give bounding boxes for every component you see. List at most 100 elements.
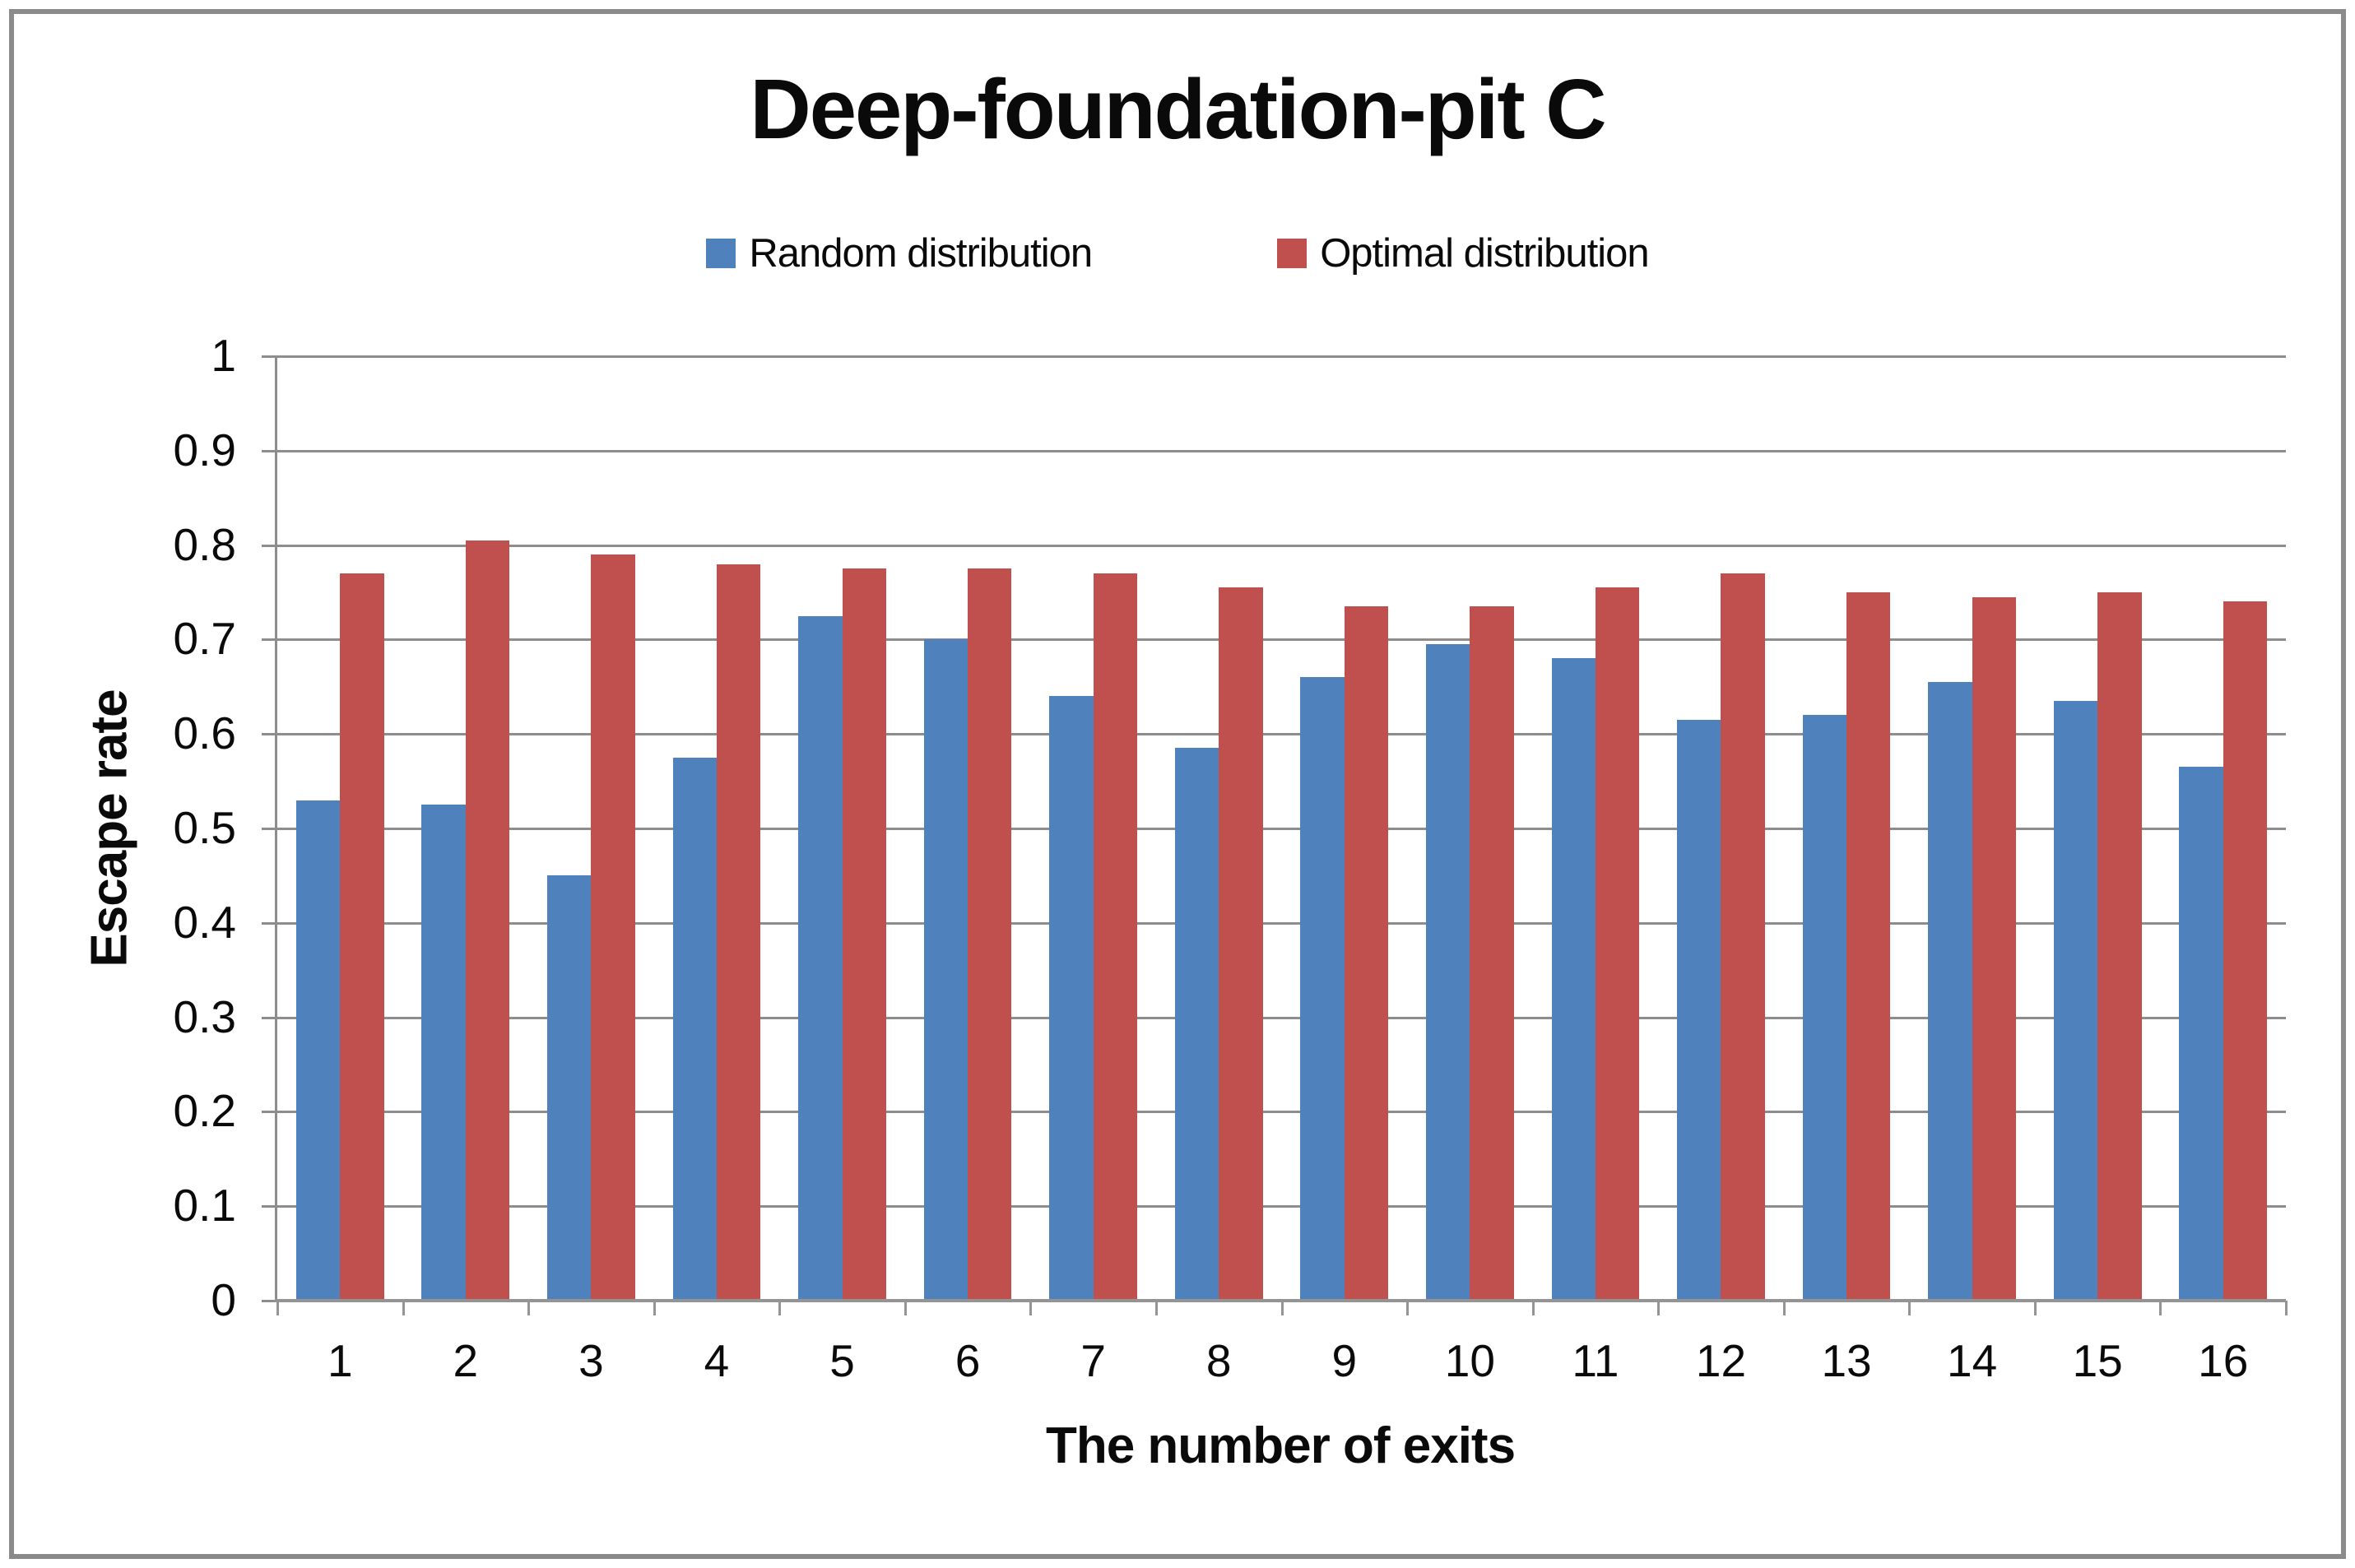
x-axis-tick	[1657, 1301, 1661, 1315]
bar-random-distribution	[2053, 701, 2098, 1301]
category-group	[905, 356, 1031, 1301]
category-group	[1282, 356, 1408, 1301]
category-group	[1407, 356, 1533, 1301]
y-axis-tick	[262, 1300, 277, 1302]
y-axis-tick-label: 0.2	[173, 1085, 236, 1137]
y-axis-tick-label: 0.1	[173, 1180, 236, 1232]
bar-optimal-distribution	[1721, 573, 1765, 1301]
category-group	[654, 356, 780, 1301]
x-axis-tick	[1908, 1301, 1911, 1315]
y-axis-tick-label: 0.9	[173, 424, 236, 476]
x-axis-tick	[1154, 1301, 1158, 1315]
category-group	[1658, 356, 1784, 1301]
gridline	[277, 921, 2286, 925]
x-axis-tick-label: 5	[829, 1335, 855, 1386]
x-axis-tick	[1531, 1301, 1535, 1315]
chart-title: Deep-foundation-pit C	[750, 62, 1606, 156]
bar-optimal-distribution	[1093, 573, 1138, 1301]
y-axis-tick-label: 0.3	[173, 990, 236, 1042]
gridline	[277, 828, 2286, 830]
x-axis-tick-label: 13	[1821, 1335, 1872, 1386]
gridline	[277, 544, 2286, 547]
y-axis-tick	[262, 1111, 277, 1114]
x-axis-tick-label: 3	[578, 1335, 604, 1386]
x-axis-line	[275, 1299, 2286, 1302]
legend-label-optimal: Optimal distribution	[1320, 231, 1649, 276]
x-axis-tick	[903, 1301, 907, 1315]
bar-random-distribution	[1300, 677, 1345, 1301]
bar-optimal-distribution	[1595, 587, 1640, 1301]
category-group	[2160, 356, 2286, 1301]
x-axis-tick-label: 2	[453, 1335, 479, 1386]
x-axis-tick	[276, 1301, 279, 1315]
x-axis-tick-label: 7	[1080, 1335, 1106, 1386]
gridline	[277, 1205, 2286, 1208]
bar-random-distribution	[1174, 748, 1219, 1301]
category-group	[1156, 356, 1282, 1301]
y-axis-tick-label: 0	[211, 1274, 236, 1325]
x-axis-tick	[2159, 1301, 2162, 1315]
bar-optimal-distribution	[2097, 592, 2142, 1301]
x-axis-tick-label: 9	[1331, 1335, 1358, 1386]
gridline	[277, 733, 2286, 736]
bar-optimal-distribution	[968, 568, 1012, 1301]
y-axis-tick-label: 0.8	[173, 518, 236, 570]
category-group	[1909, 356, 2035, 1301]
legend-swatch-random	[706, 239, 736, 268]
gridline	[277, 449, 2286, 452]
y-axis-tick	[262, 1016, 277, 1019]
x-axis-tick-label: 16	[2198, 1335, 2249, 1386]
bar-random-distribution	[798, 615, 843, 1301]
y-axis-tick-label: 1	[211, 330, 236, 381]
category-group	[528, 356, 654, 1301]
x-axis-tick-label: 10	[1444, 1335, 1495, 1386]
bar-random-distribution	[672, 757, 717, 1301]
y-axis-tick-label: 0.7	[173, 613, 236, 665]
y-axis-tick	[262, 638, 277, 642]
x-axis-tick	[1406, 1301, 1410, 1315]
bar-optimal-distribution	[340, 573, 384, 1301]
x-axis-tick	[2033, 1301, 2037, 1315]
category-group	[2035, 356, 2161, 1301]
x-axis-tick-label: 14	[1947, 1335, 1998, 1386]
bar-random-distribution	[1049, 696, 1094, 1301]
legend-item-optimal: Optimal distribution	[1277, 230, 1650, 276]
gridline	[277, 1111, 2286, 1114]
y-axis-tick	[262, 544, 277, 547]
bar-optimal-distribution	[1219, 587, 1263, 1301]
y-axis-tick	[262, 828, 277, 830]
x-axis-tick	[1029, 1301, 1033, 1315]
x-axis-tick-label: 1	[327, 1335, 353, 1386]
bar-optimal-distribution	[1972, 596, 2016, 1301]
bar-random-distribution	[1677, 719, 1721, 1301]
y-axis-tick	[262, 1205, 277, 1208]
bar-random-distribution	[421, 805, 466, 1301]
bar-optimal-distribution	[2223, 601, 2268, 1301]
bar-random-distribution	[295, 800, 341, 1301]
bar-random-distribution	[923, 639, 968, 1301]
y-axis-tick	[262, 921, 277, 925]
category-group	[403, 356, 529, 1301]
legend: Random distribution Optimal distribution	[0, 230, 2355, 276]
y-axis-tick-label: 0.4	[173, 896, 236, 948]
y-axis-tick-label: 0.6	[173, 707, 236, 759]
bar-random-distribution	[1551, 658, 1596, 1301]
plot-area: 0 0.1 0.2 0.3 0.4 0.5 0.6 0.7 0.8 0.9 1 1 2 3 4 5 6 7 8 9 10…	[174, 333, 2288, 1384]
x-axis-tick-label: 6	[955, 1335, 981, 1386]
y-axis-tick	[262, 449, 277, 452]
x-axis-tick-label: 12	[1695, 1335, 1747, 1386]
bar-random-distribution	[2179, 767, 2223, 1301]
legend-label-random: Random distribution	[749, 231, 1093, 276]
y-axis-tick	[262, 733, 277, 736]
x-axis-tick	[653, 1301, 656, 1315]
bar-optimal-distribution	[716, 564, 761, 1301]
bar-optimal-distribution	[465, 540, 510, 1301]
x-axis-tick-label: 15	[2072, 1335, 2123, 1386]
x-axis-tick	[1782, 1301, 1786, 1315]
bar-random-distribution	[547, 875, 592, 1301]
bar-random-distribution	[1928, 682, 1972, 1301]
category-group	[1533, 356, 1659, 1301]
x-axis-tick-label: 11	[1572, 1335, 1619, 1386]
x-axis-tick	[402, 1301, 405, 1315]
legend-swatch-optimal	[1277, 239, 1308, 268]
